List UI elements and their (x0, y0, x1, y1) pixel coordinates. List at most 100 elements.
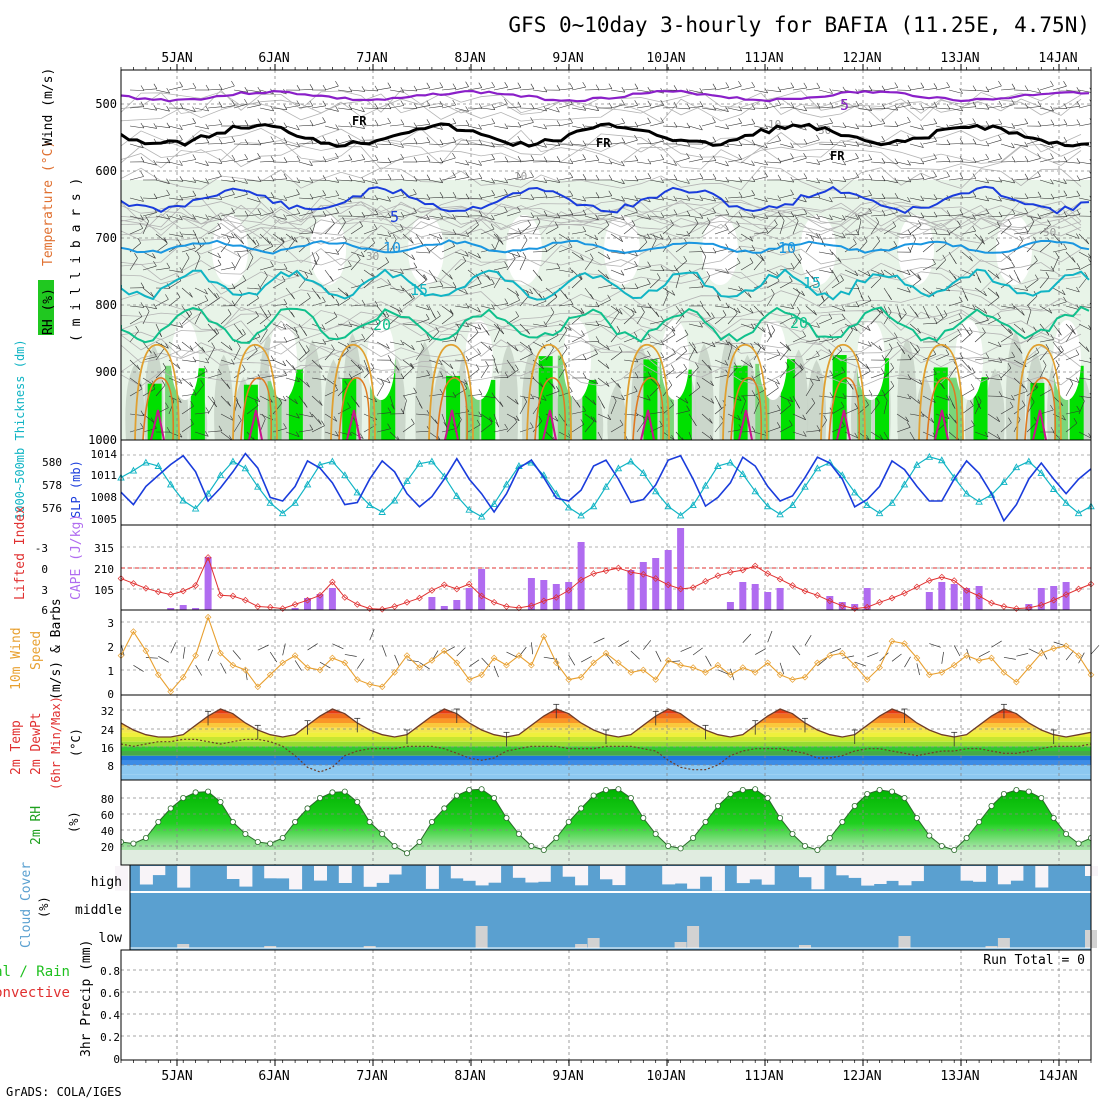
wind-barb (804, 635, 812, 646)
wind-barb-flag (738, 80, 742, 87)
wind-barb (454, 177, 469, 181)
thickness-point (1012, 463, 1021, 471)
wind-barb (675, 125, 690, 129)
wind-barb (870, 394, 886, 397)
wind-barb-flag (569, 386, 573, 392)
cloud-high-clear (960, 866, 974, 881)
wind-barb (675, 233, 690, 237)
wind-barb (766, 104, 781, 109)
wind-barb (857, 212, 872, 217)
wind-barb-flag (179, 103, 184, 109)
cloud-high-clear (475, 866, 489, 886)
wind-barb (623, 265, 638, 271)
wind-barb-flag (998, 80, 1002, 87)
wind-barb-flag (780, 215, 785, 221)
wind-barb (753, 176, 768, 181)
wind-barb-flag (270, 261, 274, 267)
wind-barb (870, 214, 886, 217)
lifted-index-point (428, 587, 436, 594)
wind-barb-flag (242, 328, 246, 335)
temp-contour-15 (121, 268, 1090, 301)
lifted-index-point (391, 603, 398, 610)
wind-barb (454, 260, 466, 271)
wind-barb-flag (582, 372, 587, 379)
wind-barb-flag (790, 102, 795, 108)
wind-barb (584, 421, 595, 433)
wind-barb-flag (387, 279, 391, 285)
wind-barb-flag (1062, 414, 1066, 421)
wind-barb-flag (504, 156, 509, 162)
wind-barb (558, 348, 568, 361)
wind-barb (675, 350, 687, 361)
ylabel-6hr: (6hr Min/Max) (49, 696, 63, 790)
wind-barb-flag (409, 293, 413, 299)
wind-barb-flag (269, 241, 274, 247)
wind-barb-flag (1089, 195, 1091, 199)
temp-band (121, 741, 1091, 747)
wind-barb (636, 283, 651, 289)
wind-barb (363, 124, 379, 127)
wind-barb (714, 161, 729, 167)
wind-barb (415, 413, 430, 416)
wind-barb-flag (419, 403, 423, 409)
rh-point (1075, 840, 1082, 847)
wind-barb (233, 194, 248, 199)
wind-barb (767, 630, 773, 643)
wind-barb (688, 387, 701, 397)
wind-barb (740, 287, 752, 298)
cape-bar (627, 570, 635, 610)
wind-barb (580, 655, 592, 663)
date-label-top: 12JAN (842, 51, 881, 66)
wind-barb-flag (718, 403, 722, 409)
wind-barb-flag (465, 355, 470, 362)
cape-bar (664, 550, 672, 610)
wind-barb-flag (478, 173, 483, 179)
lifted-index-point (478, 592, 485, 600)
wind-barb (922, 88, 937, 91)
wind-barb (987, 226, 1001, 235)
wind-barb (655, 650, 662, 662)
wind-barb-flag (137, 237, 142, 244)
wind-barb-flag (1089, 374, 1091, 378)
wind-barb (1052, 124, 1067, 127)
wind-barb (1013, 89, 1029, 91)
wind-barb (610, 251, 625, 255)
wind-barb-flag (634, 100, 638, 106)
date-label-top: 14JAN (1038, 51, 1077, 66)
wind-barb-flag (231, 80, 235, 87)
wind-barb (831, 371, 845, 379)
wind-barb-flag (330, 276, 334, 282)
wind-barb-flag (399, 224, 404, 230)
cloud-high-clear (376, 866, 390, 883)
wind-barb (961, 230, 976, 235)
wind-barb-flag (998, 391, 1003, 397)
wind-barb (909, 349, 920, 361)
pressure-tick: 500 (95, 97, 117, 111)
wind-barb (610, 400, 617, 415)
wind-barb (870, 123, 885, 127)
cloud-low-bar (475, 926, 488, 948)
wind-barb (571, 424, 584, 433)
wind-barb (1039, 158, 1054, 163)
wind-barb (1039, 339, 1054, 343)
wind-barb (727, 287, 742, 292)
wind-barb-flag (634, 261, 638, 267)
wind-barb (701, 88, 716, 91)
wind-barb (155, 179, 170, 184)
wind-barb-flag (491, 118, 496, 124)
wind-barb (1078, 251, 1091, 259)
wind-barb (155, 194, 170, 199)
wind-barb-flag (883, 395, 888, 401)
wind-barb (779, 194, 794, 199)
wind-barb (675, 395, 689, 404)
thickness-point (216, 471, 225, 479)
wind-barb (974, 143, 989, 147)
wind-barb (402, 233, 414, 244)
wind-barb-flag (919, 379, 923, 385)
cape-bar (776, 588, 784, 610)
wind-barb (1000, 251, 1012, 262)
temp-contour-35 (346, 409, 361, 440)
wind-barb (792, 293, 800, 307)
wind-barb-flag (946, 395, 950, 401)
wind-barb-flag (841, 366, 845, 373)
